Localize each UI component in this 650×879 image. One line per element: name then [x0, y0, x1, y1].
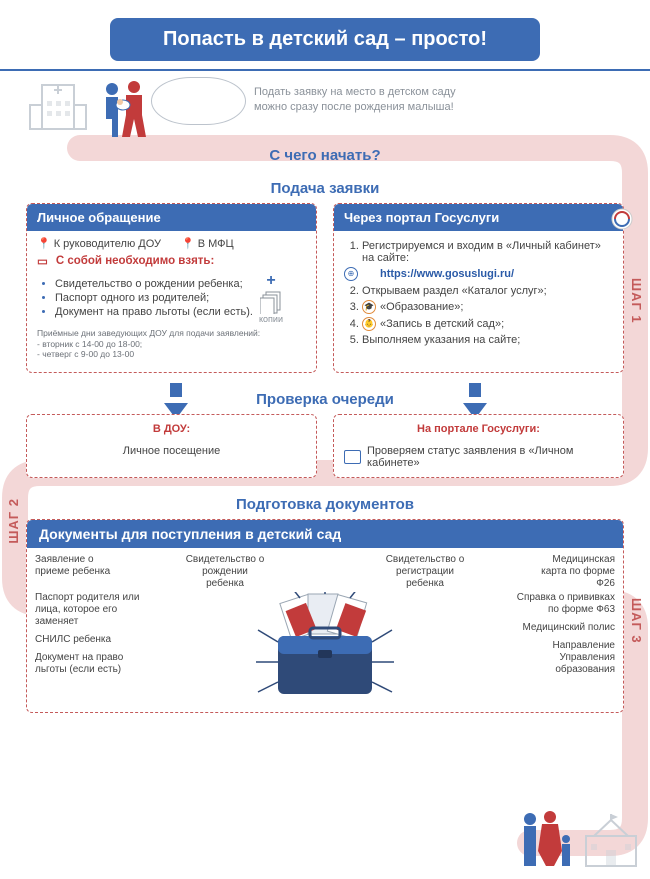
- doc-item: Справка о прививках по форме Ф63: [505, 592, 615, 616]
- pin-icon: 📍: [37, 238, 51, 250]
- heading-start: С чего начать?: [0, 147, 650, 164]
- doc-item: Свидетельство о регистрации ребенка: [385, 554, 465, 590]
- intro-text: Подать заявку на место в детском саду мо…: [254, 85, 456, 115]
- doc-item: Заявление о приеме ребенка: [35, 554, 125, 578]
- heading-check: Проверка очереди: [0, 391, 650, 408]
- portal-url[interactable]: https://www.gosuslugi.ru/: [380, 268, 514, 280]
- doc-item: Медицинская карта по форме Ф26: [525, 554, 615, 590]
- loc-mfc-text: В МФЦ: [198, 238, 234, 250]
- doc-item: Направление Управления образования: [505, 640, 615, 676]
- intro-line1: Подать заявку на место в детском саду: [254, 85, 456, 100]
- briefcase-documents-icon: [250, 592, 400, 702]
- doc-item: Паспорт родителя или лица, которое его з…: [35, 592, 145, 628]
- portal-step: Открываем раздел «Каталог услуг»;: [362, 285, 613, 297]
- portal-step: Регистрируемся и входим в «Личный кабине…: [362, 240, 613, 264]
- loc-mfc: 📍В МФЦ: [181, 237, 234, 250]
- parents-baby-icon: [96, 79, 151, 139]
- check-dou-card: В ДОУ: Личное посещение: [26, 414, 317, 478]
- schedule-note: Приёмные дни заведующих ДОУ для подачи з…: [37, 328, 306, 360]
- bring-title: ▭ С собой необходимо взять:: [37, 254, 306, 268]
- bring-item: Свидетельство о рождении ребенка;: [55, 278, 243, 290]
- globe-icon: ⊕: [344, 267, 358, 281]
- page-title: Попасть в детский сад – просто!: [110, 18, 540, 61]
- portal-step: Выполняем указания на сайте;: [362, 334, 613, 346]
- check-dou-title: В ДОУ:: [37, 423, 306, 435]
- check-portal-card: На портале Госуслуги: Проверяем статус з…: [333, 414, 624, 478]
- portal-step: 🎓«Образование»;: [362, 300, 613, 314]
- doc-item: Свидетельство о рождении ребенка: [185, 554, 265, 590]
- doc-item: Документ на право льготы (если есть): [35, 652, 145, 676]
- speech-bubble-icon: [151, 77, 246, 125]
- screen-icon: [344, 450, 361, 464]
- step-3-label: ШАГ 3: [629, 598, 644, 644]
- loc-dou-text: К руководителю ДОУ: [54, 238, 161, 250]
- loc-dou: 📍К руководителю ДОУ: [37, 237, 161, 250]
- pin-icon: 📍: [181, 238, 195, 250]
- intro-row: Подать заявку на место в детском саду мо…: [28, 79, 650, 139]
- heading-prepare: Подготовка документов: [0, 496, 650, 513]
- documents-card: Документы для поступления в детский сад …: [26, 519, 624, 713]
- wallet-icon: ▭: [37, 254, 48, 268]
- hospital-icon: [28, 79, 88, 134]
- check-portal-title: На портале Госуслуги:: [344, 423, 613, 435]
- documents-stack-icon: [260, 290, 282, 314]
- portal-steps: Регистрируемся и входим в «Личный кабине…: [344, 240, 613, 264]
- apply-columns: Личное обращение 📍К руководителю ДОУ 📍В …: [0, 203, 650, 373]
- bottom-icons: [516, 809, 640, 869]
- portal-step: 👶«Запись в детский сад»;: [362, 317, 613, 331]
- bring-list: Свидетельство о рождении ребенка; Паспор…: [37, 276, 253, 320]
- intro-line2: можно сразу после рождения малыша!: [254, 100, 456, 115]
- gosuslugi-logo-icon: [611, 208, 633, 230]
- copies-note: + копии: [259, 272, 283, 324]
- bring-item: Документ на право льготы (если есть).: [55, 306, 253, 318]
- personal-header: Личное обращение: [27, 204, 316, 231]
- portal-card: Через портал Госуслуги Регистрируемся и …: [333, 203, 624, 373]
- family-icon: [516, 809, 576, 869]
- plus-icon: +: [266, 272, 275, 290]
- doc-item: Медицинский полис: [505, 622, 615, 634]
- heading-apply: Подача заявки: [0, 180, 650, 197]
- enroll-icon: 👶: [362, 317, 376, 331]
- documents-header: Документы для поступления в детский сад: [27, 520, 623, 548]
- check-row: В ДОУ: Личное посещение На портале Госус…: [0, 414, 650, 478]
- portal-header: Через портал Госуслуги: [334, 204, 623, 231]
- personal-card: Личное обращение 📍К руководителю ДОУ 📍В …: [26, 203, 317, 373]
- bring-item: Паспорт одного из родителей;: [55, 292, 209, 304]
- education-icon: 🎓: [362, 300, 376, 314]
- doc-item: СНИЛС ребенка: [35, 634, 145, 646]
- check-dou-body: Личное посещение: [37, 445, 306, 457]
- check-portal-body: Проверяем статус заявления в «Личном каб…: [367, 445, 613, 469]
